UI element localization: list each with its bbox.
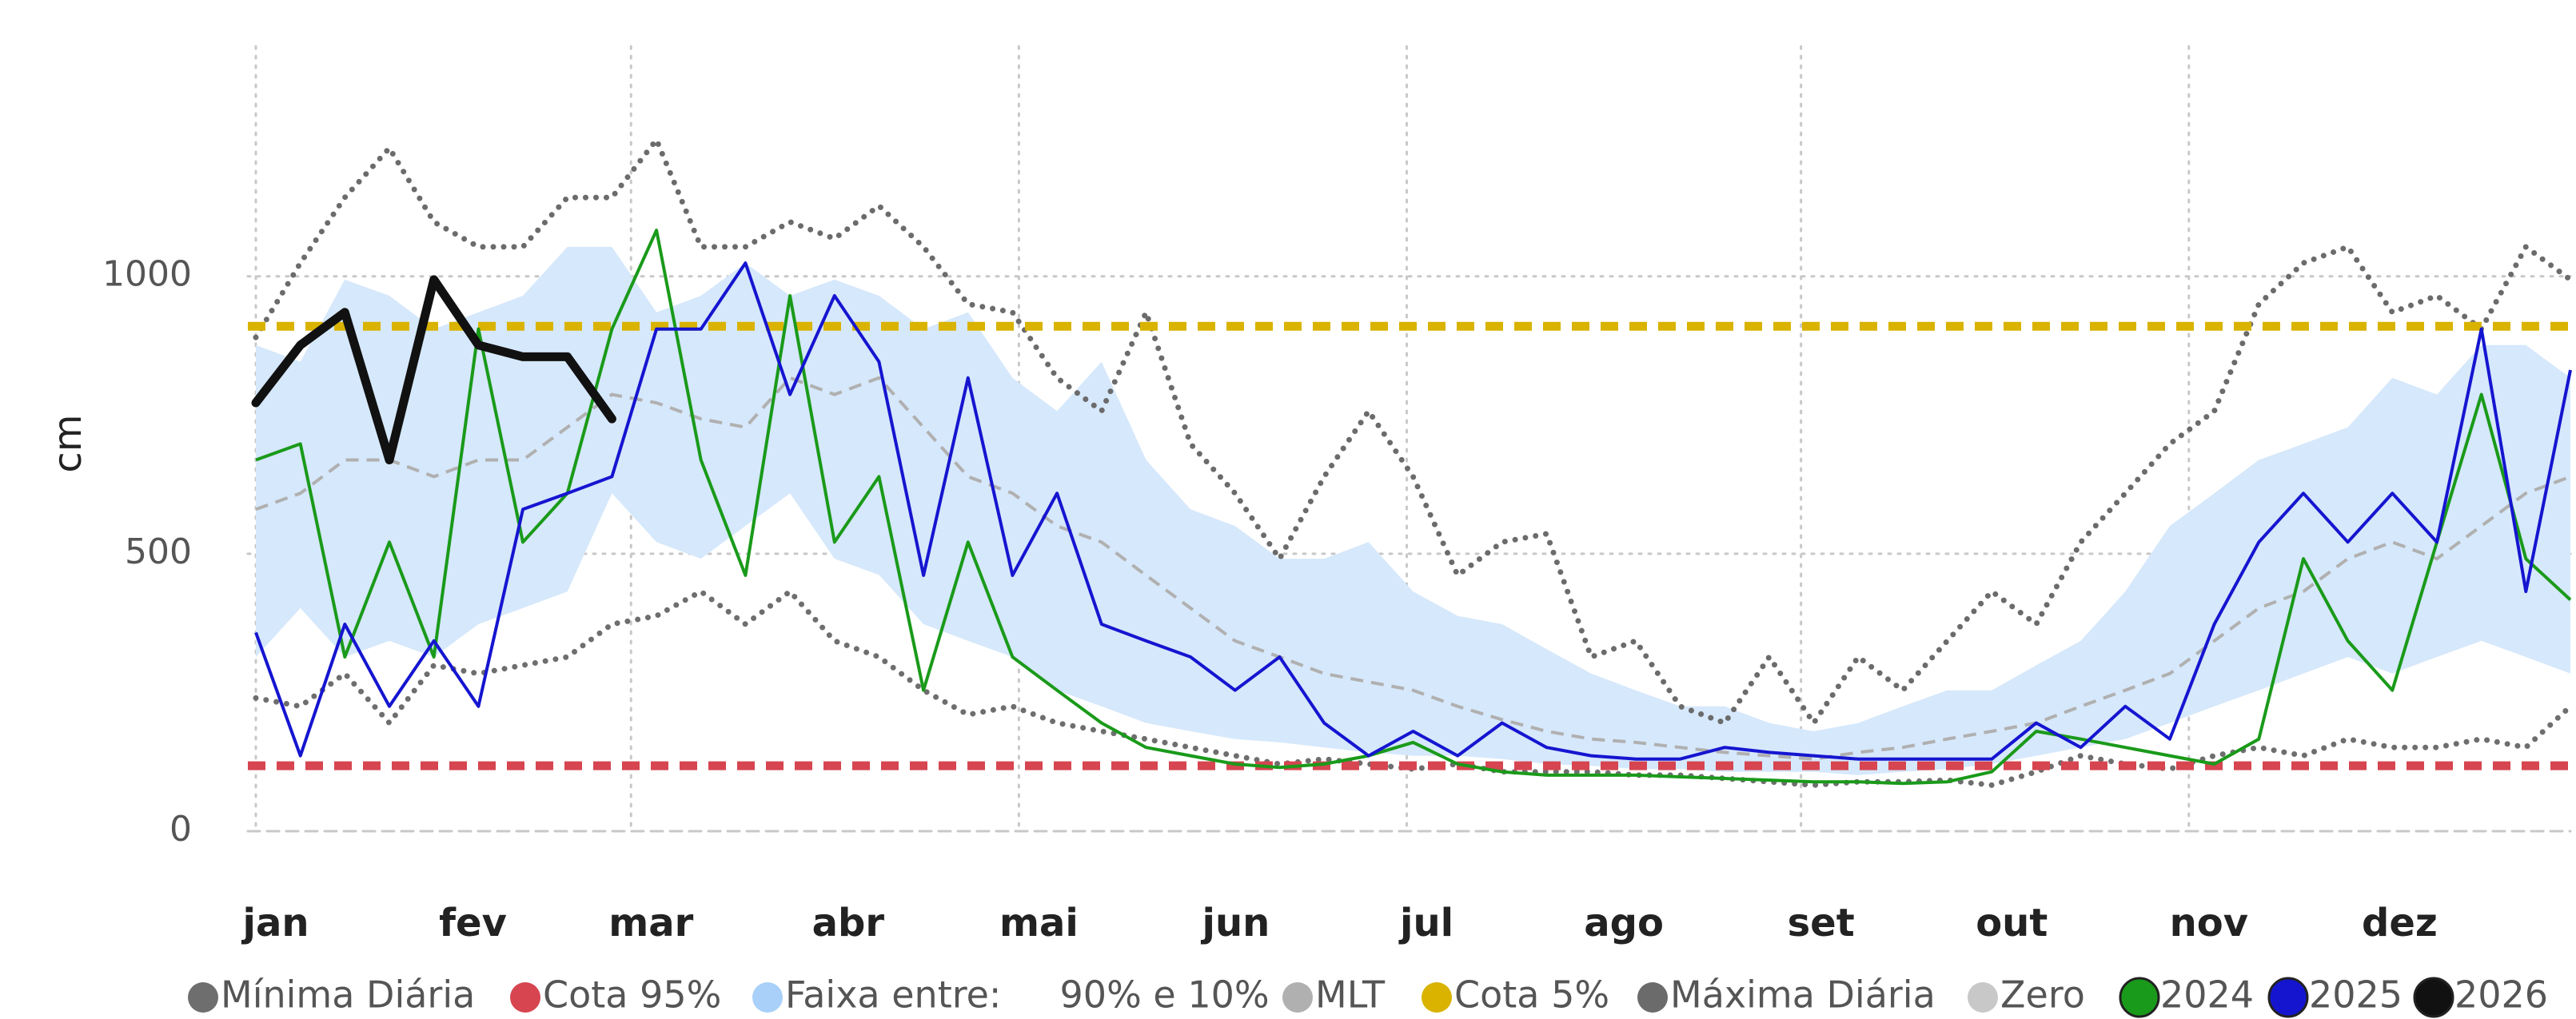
y-axis-label: cm: [46, 414, 90, 472]
legend-marker: [1968, 982, 1998, 1013]
x-tick-label: fev: [439, 901, 507, 945]
legend-label: MLT: [1315, 973, 1386, 1017]
legend-marker: [752, 982, 783, 1013]
x-tick-label: jan: [241, 901, 309, 945]
legend-marker: [2267, 977, 2309, 1018]
legend-marker: [1282, 982, 1313, 1013]
series-line: [255, 229, 2572, 786]
x-tick-label: jul: [1398, 901, 1453, 945]
x-tick-label: ago: [1584, 901, 1664, 945]
y-tick-label: 0: [169, 809, 192, 850]
legend-marker: [2119, 977, 2160, 1018]
legend-marker: [510, 982, 540, 1013]
legend-label: Máxima Diária: [1670, 973, 1936, 1017]
x-tick-label: dez: [2362, 901, 2438, 945]
x-tick-label: mar: [608, 901, 693, 945]
x-tick-label: nov: [2170, 901, 2248, 945]
legend-label: Cota 95%: [543, 973, 721, 1017]
x-tick-label: jun: [1201, 901, 1270, 945]
legend-marker: [188, 982, 218, 1013]
y-tick-label: 500: [125, 531, 192, 572]
legend-label: 2025: [2309, 973, 2403, 1017]
series-line: [254, 261, 2572, 761]
legend-label: Mínima Diária: [221, 973, 475, 1017]
x-tick-label: set: [1788, 901, 1855, 945]
band-area: [256, 246, 2570, 775]
legend-marker: [1637, 982, 1668, 1013]
legend-label: Faixa entre: 90% e 10%: [785, 973, 1270, 1017]
legend-marker: [1422, 982, 1452, 1013]
y-tick-label: 1000: [102, 254, 192, 295]
legend-label: 2026: [2454, 973, 2548, 1017]
legend-label: 2024: [2160, 973, 2254, 1017]
x-tick-label: abr: [812, 901, 885, 945]
legend-label: Cota 5%: [1454, 973, 1609, 1017]
series-line: [251, 275, 616, 464]
x-tick-label: mai: [999, 901, 1079, 945]
legend-marker: [2413, 977, 2454, 1018]
series-line: [253, 133, 2574, 728]
x-tick-label: out: [1976, 901, 2048, 945]
series-line: [255, 376, 2571, 761]
legend-label: Zero: [2000, 973, 2085, 1017]
